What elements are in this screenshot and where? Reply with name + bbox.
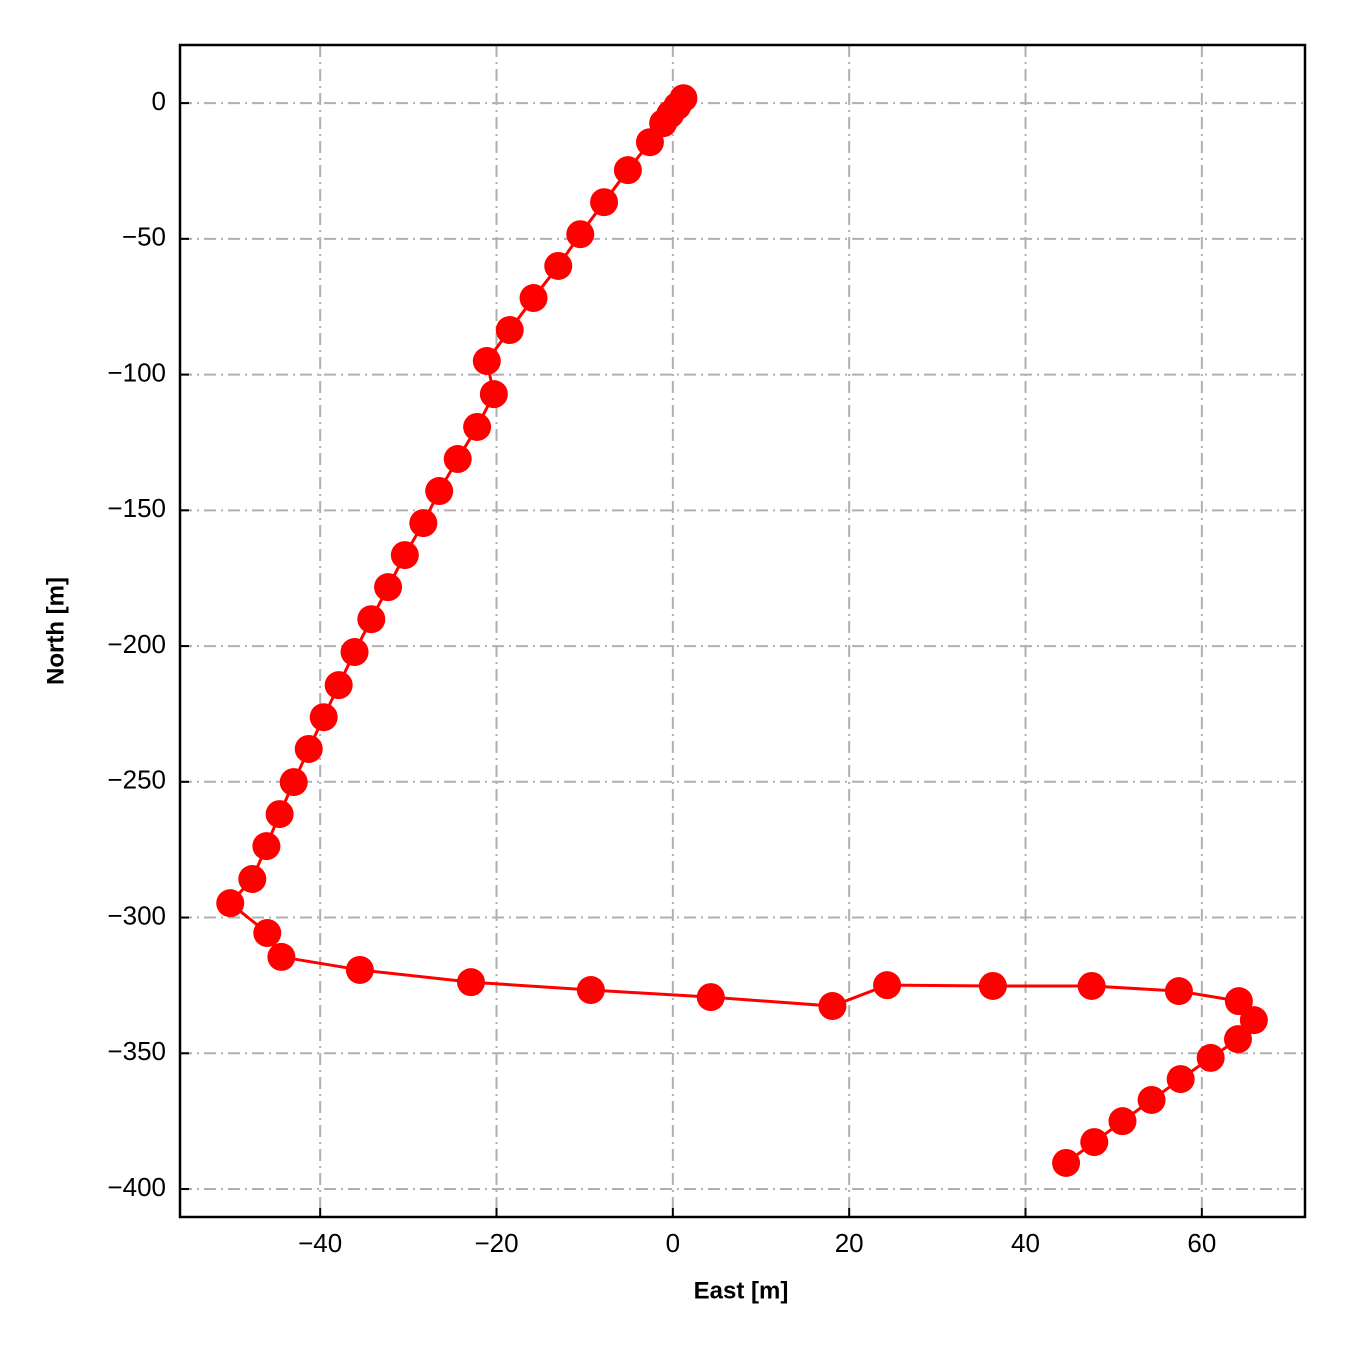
x-tick-label: −20 <box>474 1228 518 1258</box>
point-marker <box>576 976 605 1005</box>
point-marker <box>590 188 619 217</box>
y-tick-label: −200 <box>107 629 166 659</box>
x-tick-label: 0 <box>666 1228 680 1258</box>
y-axis-label: North [m] <box>42 577 69 685</box>
y-tick-label: 0 <box>152 86 166 116</box>
x-tick-label: 20 <box>835 1228 864 1258</box>
point-marker <box>472 347 501 376</box>
point-marker <box>479 380 508 409</box>
point-marker <box>309 703 338 732</box>
point-marker <box>566 220 595 249</box>
x-axis-label: East [m] <box>694 1277 789 1304</box>
y-tick-label: −400 <box>107 1172 166 1202</box>
point-marker <box>265 800 294 829</box>
point-marker <box>324 671 353 700</box>
point-marker <box>1108 1107 1137 1136</box>
point-marker <box>495 316 524 345</box>
x-tick-label: −40 <box>298 1228 342 1258</box>
point-marker <box>425 477 454 506</box>
point-marker <box>390 541 419 570</box>
point-marker <box>1137 1085 1166 1114</box>
point-marker <box>253 919 282 948</box>
y-tick-label: −150 <box>107 493 166 523</box>
point-marker <box>1166 1065 1195 1094</box>
point-marker <box>463 412 492 441</box>
point-marker <box>267 942 296 971</box>
point-marker <box>252 832 281 861</box>
point-marker <box>216 889 245 918</box>
point-marker <box>1223 1025 1252 1054</box>
x-tick-label: 60 <box>1187 1228 1216 1258</box>
point-marker <box>1052 1148 1081 1177</box>
point-marker <box>873 971 902 1000</box>
point-marker <box>456 968 485 997</box>
series-line <box>228 97 1256 1165</box>
x-tick-label: 40 <box>1011 1228 1040 1258</box>
point-marker <box>1164 977 1193 1006</box>
y-tick-label: −300 <box>107 900 166 930</box>
y-tick-label: −250 <box>107 765 166 795</box>
point-marker <box>279 768 308 797</box>
point-marker <box>1239 1006 1268 1035</box>
point-marker <box>374 573 403 602</box>
point-marker <box>357 605 386 634</box>
point-marker <box>1080 1128 1109 1157</box>
point-marker <box>1196 1043 1225 1072</box>
point-marker <box>978 971 1007 1000</box>
point-marker <box>696 983 725 1012</box>
y-tick-label: −350 <box>107 1036 166 1066</box>
plot-frame <box>178 43 1307 1219</box>
point-marker <box>818 992 847 1021</box>
point-marker <box>345 955 374 984</box>
y-tick-label: −50 <box>122 222 166 252</box>
point-marker <box>544 251 573 280</box>
point-marker <box>613 156 642 185</box>
point-marker <box>340 638 369 667</box>
point-marker <box>635 128 664 157</box>
point-marker <box>238 865 267 894</box>
point-marker <box>409 509 438 538</box>
point-marker <box>443 445 472 474</box>
point-marker <box>1224 987 1253 1016</box>
point-marker <box>1077 971 1106 1000</box>
point-marker <box>519 284 548 313</box>
y-tick-label: −100 <box>107 357 166 387</box>
point-marker <box>294 734 323 763</box>
